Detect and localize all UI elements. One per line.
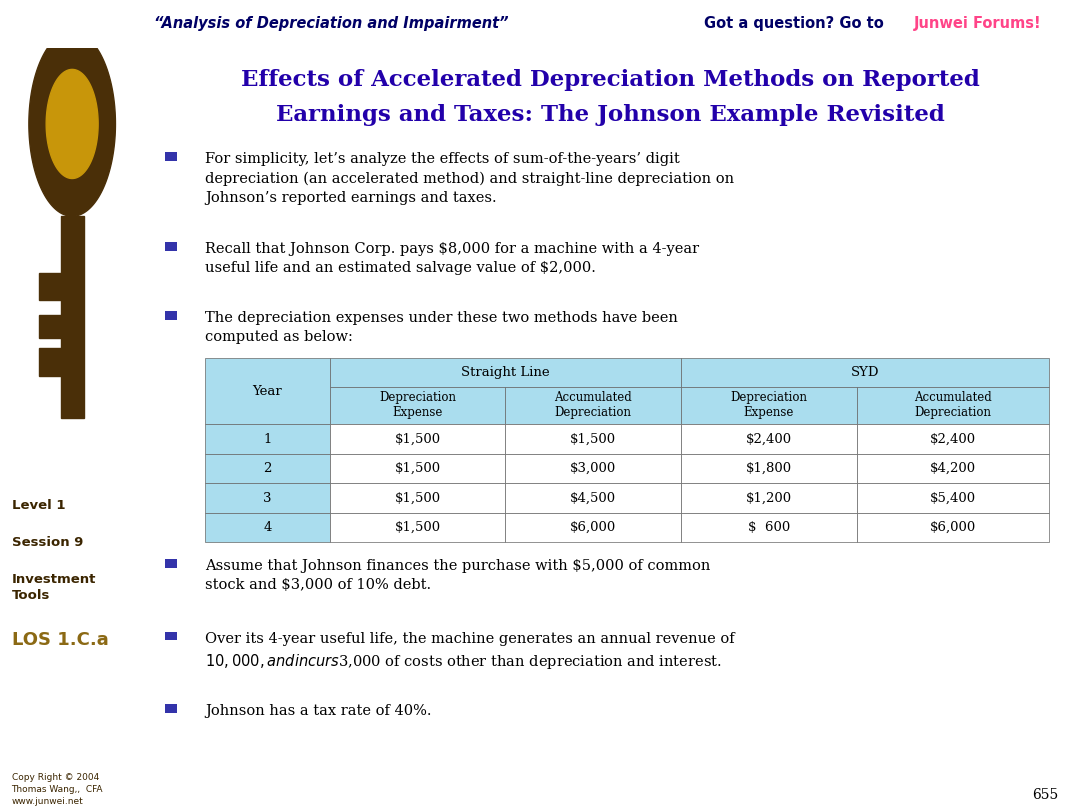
Text: $4,200: $4,200 [929, 462, 976, 475]
Bar [205, 358, 330, 424]
Text: For simplicity, let’s analyze the effects of sum-of-the-years’ digit
depreciatio: For simplicity, let’s analyze the effect… [205, 153, 735, 205]
Text: $1,500: $1,500 [394, 491, 440, 504]
Bar [856, 424, 1049, 454]
Bar [165, 153, 177, 161]
Text: Johnson has a tax rate of 40%.: Johnson has a tax rate of 40%. [205, 705, 432, 718]
Bar [330, 513, 505, 542]
Text: $1,500: $1,500 [570, 433, 616, 445]
Text: Recall that Johnson Corp. pays $8,000 for a machine with a 4-year
useful life an: Recall that Johnson Corp. pays $8,000 fo… [205, 242, 699, 275]
Text: 655: 655 [1032, 788, 1059, 801]
Text: T: T [28, 19, 36, 28]
Text: Accumulated
Depreciation: Accumulated Depreciation [555, 391, 632, 420]
Bar [681, 424, 856, 454]
Text: $4,500: $4,500 [570, 491, 616, 504]
Text: $1,500: $1,500 [394, 521, 440, 534]
Bar [856, 387, 1049, 424]
Text: JUNWEI.NET: JUNWEI.NET [64, 19, 124, 29]
Bar [856, 454, 1049, 483]
Bar [505, 483, 681, 513]
Bar [205, 424, 330, 454]
Bar [505, 454, 681, 483]
Polygon shape [39, 315, 60, 338]
Polygon shape [60, 216, 84, 418]
Text: $3,000: $3,000 [570, 462, 616, 475]
Text: Depreciation
Expense: Depreciation Expense [730, 391, 808, 420]
Text: Depreciation
Expense: Depreciation Expense [379, 391, 457, 420]
Text: The depreciation expenses under these two methods have been
computed as below:: The depreciation expenses under these tw… [205, 311, 677, 344]
Text: Copy Right © 2004
Thomas Wang,,  CFA
www.junwei.net: Copy Right © 2004 Thomas Wang,, CFA www.… [12, 773, 103, 805]
Text: Accumulated
Depreciation: Accumulated Depreciation [914, 391, 992, 420]
Text: Effects of Accelerated Depreciation Methods on Reported: Effects of Accelerated Depreciation Meth… [241, 69, 980, 90]
Bar [681, 387, 856, 424]
Text: $  600: $ 600 [747, 521, 789, 534]
Text: Year: Year [252, 385, 282, 398]
Text: Investment
Tools: Investment Tools [12, 573, 96, 602]
Bar [205, 454, 330, 483]
Text: Junwei Forums!: Junwei Forums! [913, 16, 1041, 31]
Text: Straight Line: Straight Line [461, 366, 549, 379]
Text: $2,400: $2,400 [745, 433, 792, 445]
Bar [681, 483, 856, 513]
Bar [856, 483, 1049, 513]
Text: $1,500: $1,500 [394, 433, 440, 445]
Polygon shape [39, 349, 60, 376]
Text: $6,000: $6,000 [929, 521, 976, 534]
Text: ®: ® [134, 4, 141, 10]
Text: 2: 2 [263, 462, 271, 475]
Text: $5,400: $5,400 [929, 491, 976, 504]
Text: SYD: SYD [851, 366, 879, 379]
Bar [330, 387, 505, 424]
Text: Got a question? Go to: Got a question? Go to [704, 16, 889, 31]
Bar [505, 424, 681, 454]
Bar [681, 513, 856, 542]
Bar [165, 311, 177, 320]
Bar [856, 513, 1049, 542]
Text: Over its 4-year useful life, the machine generates an annual revenue of
$10,000,: Over its 4-year useful life, the machine… [205, 632, 735, 671]
Text: 1: 1 [263, 433, 271, 445]
Text: Session 9: Session 9 [12, 536, 83, 549]
Text: $1,200: $1,200 [745, 491, 792, 504]
Bar [165, 242, 177, 251]
Text: Level 1: Level 1 [12, 499, 65, 512]
Text: “Analysis of Depreciation and Impairment”: “Analysis of Depreciation and Impairment… [154, 16, 508, 31]
Text: $2,400: $2,400 [929, 433, 976, 445]
Polygon shape [39, 273, 60, 300]
Text: 3: 3 [263, 491, 271, 504]
Bar [165, 632, 177, 641]
Text: LOS 1.C.a: LOS 1.C.a [12, 631, 109, 649]
Bar [165, 559, 177, 568]
Bar [330, 424, 505, 454]
Bar [505, 387, 681, 424]
Bar [205, 483, 330, 513]
Bar [681, 358, 1049, 387]
Bar [205, 513, 330, 542]
Polygon shape [29, 31, 115, 216]
Text: $1,800: $1,800 [745, 462, 792, 475]
Bar [330, 358, 681, 387]
Text: 4: 4 [263, 521, 271, 534]
Text: $6,000: $6,000 [570, 521, 616, 534]
Text: Earnings and Taxes: The Johnson Example Revisited: Earnings and Taxes: The Johnson Example … [277, 104, 945, 127]
Bar [330, 454, 505, 483]
Bar [165, 705, 177, 713]
Polygon shape [46, 69, 98, 178]
Text: Assume that Johnson finances the purchase with $5,000 of common
stock and $3,000: Assume that Johnson finances the purchas… [205, 559, 711, 592]
Text: $1,500: $1,500 [394, 462, 440, 475]
Bar [505, 513, 681, 542]
Bar [681, 454, 856, 483]
Bar [330, 483, 505, 513]
